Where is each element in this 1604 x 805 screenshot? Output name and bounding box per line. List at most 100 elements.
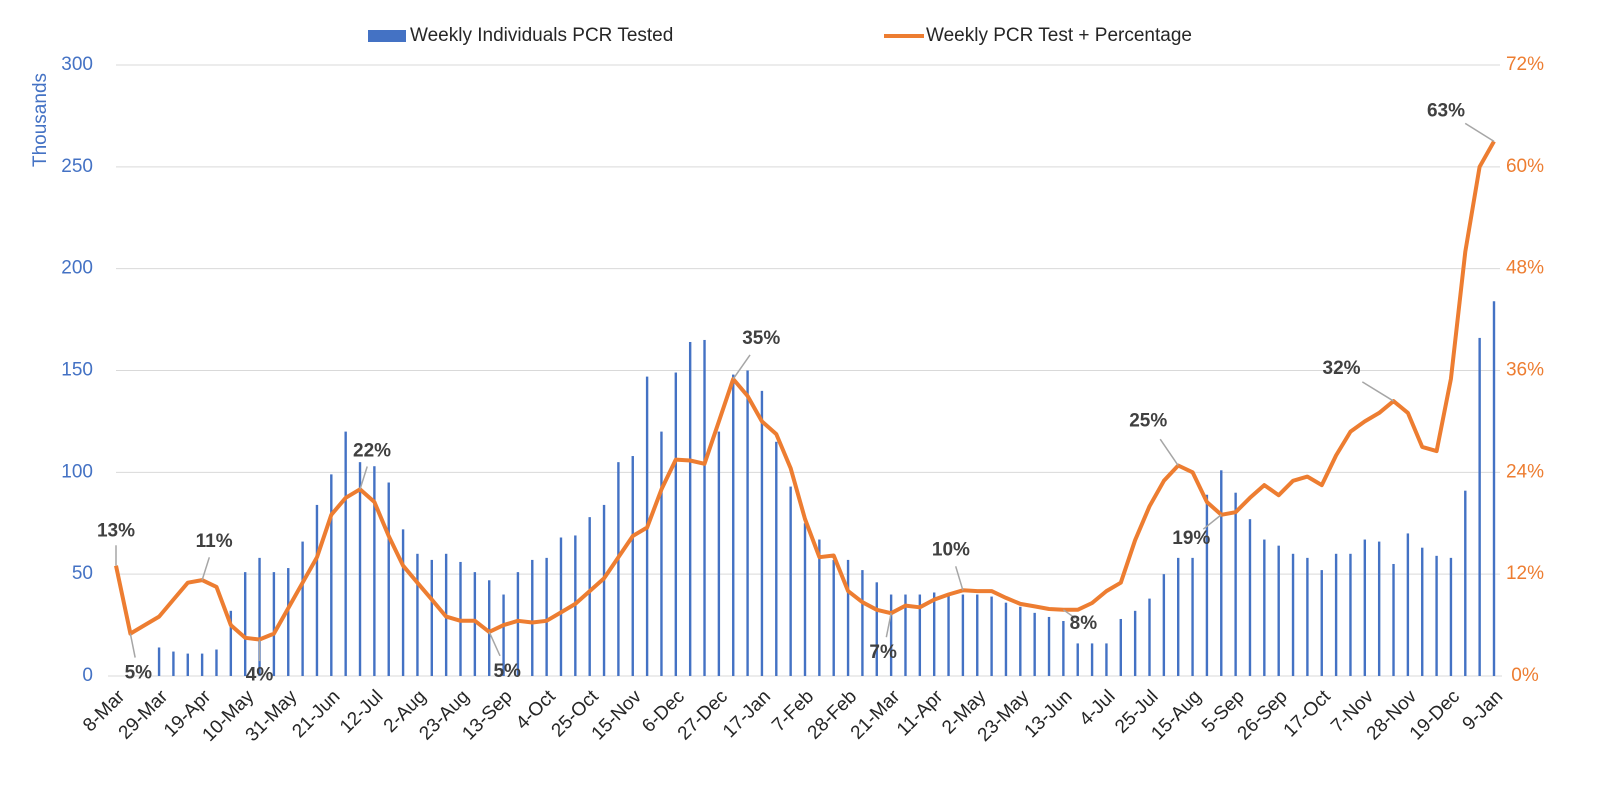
bar: [918, 594, 922, 676]
bar: [430, 559, 433, 676]
bar: [789, 486, 792, 676]
leader-line: [1464, 122, 1495, 143]
bar: [401, 529, 405, 676]
bar: [1334, 553, 1338, 676]
y-tick-label: 200: [61, 258, 93, 279]
bar: [1177, 557, 1180, 676]
x-tick-label: 9-Jan: [1459, 686, 1507, 734]
bar: [1492, 301, 1496, 676]
bar: [889, 594, 893, 676]
bar: [1248, 519, 1252, 676]
bar: [243, 572, 247, 676]
x-tick-label: 29-Mar: [115, 686, 173, 744]
bar: [1004, 602, 1008, 676]
bar: [1205, 494, 1209, 676]
bar: [215, 649, 218, 676]
x-tick-label: 17-Jan: [719, 686, 775, 742]
bar: [1019, 606, 1022, 676]
bar: [947, 594, 950, 676]
bar: [818, 539, 821, 676]
data-label: 8%: [1070, 613, 1098, 634]
bar: [1421, 547, 1424, 676]
bar: [172, 651, 175, 676]
legend-label: Weekly Individuals PCR Tested: [410, 25, 673, 46]
bar: [559, 537, 563, 676]
bar: [373, 466, 376, 676]
line: [114, 140, 1496, 642]
y-tick-label: 300: [61, 54, 93, 75]
data-label: 5%: [125, 663, 153, 684]
bar: [1377, 541, 1381, 676]
y2-tick-label: 24%: [1506, 461, 1544, 482]
bar: [990, 596, 993, 676]
legend-label: Weekly PCR Test + Percentage: [926, 25, 1192, 46]
leader-line: [1202, 514, 1222, 530]
bar: [1191, 557, 1194, 676]
bar: [588, 517, 591, 676]
bar: [961, 594, 965, 676]
leader-line: [488, 631, 501, 657]
bar: [832, 559, 835, 676]
bar: [1349, 553, 1352, 676]
bar: [1033, 612, 1036, 676]
bar: [1162, 574, 1166, 676]
bar: [502, 594, 505, 676]
y-tick-label: 100: [61, 461, 93, 482]
bar: [545, 557, 548, 676]
x-tick-label: 21-Jun: [288, 686, 344, 742]
leader-line: [732, 354, 751, 380]
bar: [301, 541, 304, 676]
bar: [416, 553, 419, 676]
bar: [1119, 618, 1122, 676]
bar: [602, 504, 606, 676]
bar: [473, 572, 477, 676]
bar: [1363, 539, 1367, 676]
data-label: 32%: [1323, 358, 1361, 379]
bar: [531, 559, 534, 676]
bar: [703, 339, 706, 676]
bar: [617, 462, 620, 676]
leader-line: [885, 613, 892, 638]
bar: [358, 462, 362, 676]
bar: [1076, 643, 1079, 676]
y-axis-title: Thousands: [30, 73, 51, 167]
bar: [1105, 643, 1108, 676]
bar: [875, 582, 878, 676]
bar: [200, 653, 204, 676]
data-label: 5%: [493, 661, 521, 682]
leader-line: [1361, 381, 1394, 402]
legend-swatch: [368, 30, 406, 42]
bar: [1291, 553, 1295, 676]
data-label: 13%: [97, 521, 135, 542]
leader-line: [359, 466, 368, 490]
bar: [861, 570, 864, 676]
bar: [1220, 470, 1223, 676]
bar: [1234, 492, 1237, 676]
data-label: 10%: [932, 539, 970, 560]
y-tick-label: 50: [72, 563, 93, 584]
y-tick-label: 150: [61, 360, 93, 381]
data-label: 11%: [196, 531, 233, 552]
data-label: 19%: [1172, 528, 1210, 549]
bar: [1263, 539, 1266, 676]
y2-tick-label: 48%: [1506, 258, 1544, 279]
bar: [1464, 490, 1467, 676]
data-label: 63%: [1427, 100, 1465, 121]
bar: [1392, 563, 1395, 676]
bar: [688, 341, 692, 676]
bar: [229, 610, 233, 676]
bar: [488, 580, 491, 676]
bar: [1435, 555, 1438, 676]
bar: [344, 431, 347, 676]
y-tick-label: 0: [82, 665, 93, 686]
leader-line: [201, 557, 211, 581]
bar: [775, 441, 778, 676]
bar: [1406, 533, 1410, 676]
x-tick-label: 15-Nov: [588, 686, 647, 745]
data-label: 22%: [353, 440, 391, 461]
bar: [932, 592, 936, 676]
bar: [516, 572, 520, 676]
bar: [387, 482, 390, 676]
x-tick-label: 21-Mar: [847, 686, 905, 744]
